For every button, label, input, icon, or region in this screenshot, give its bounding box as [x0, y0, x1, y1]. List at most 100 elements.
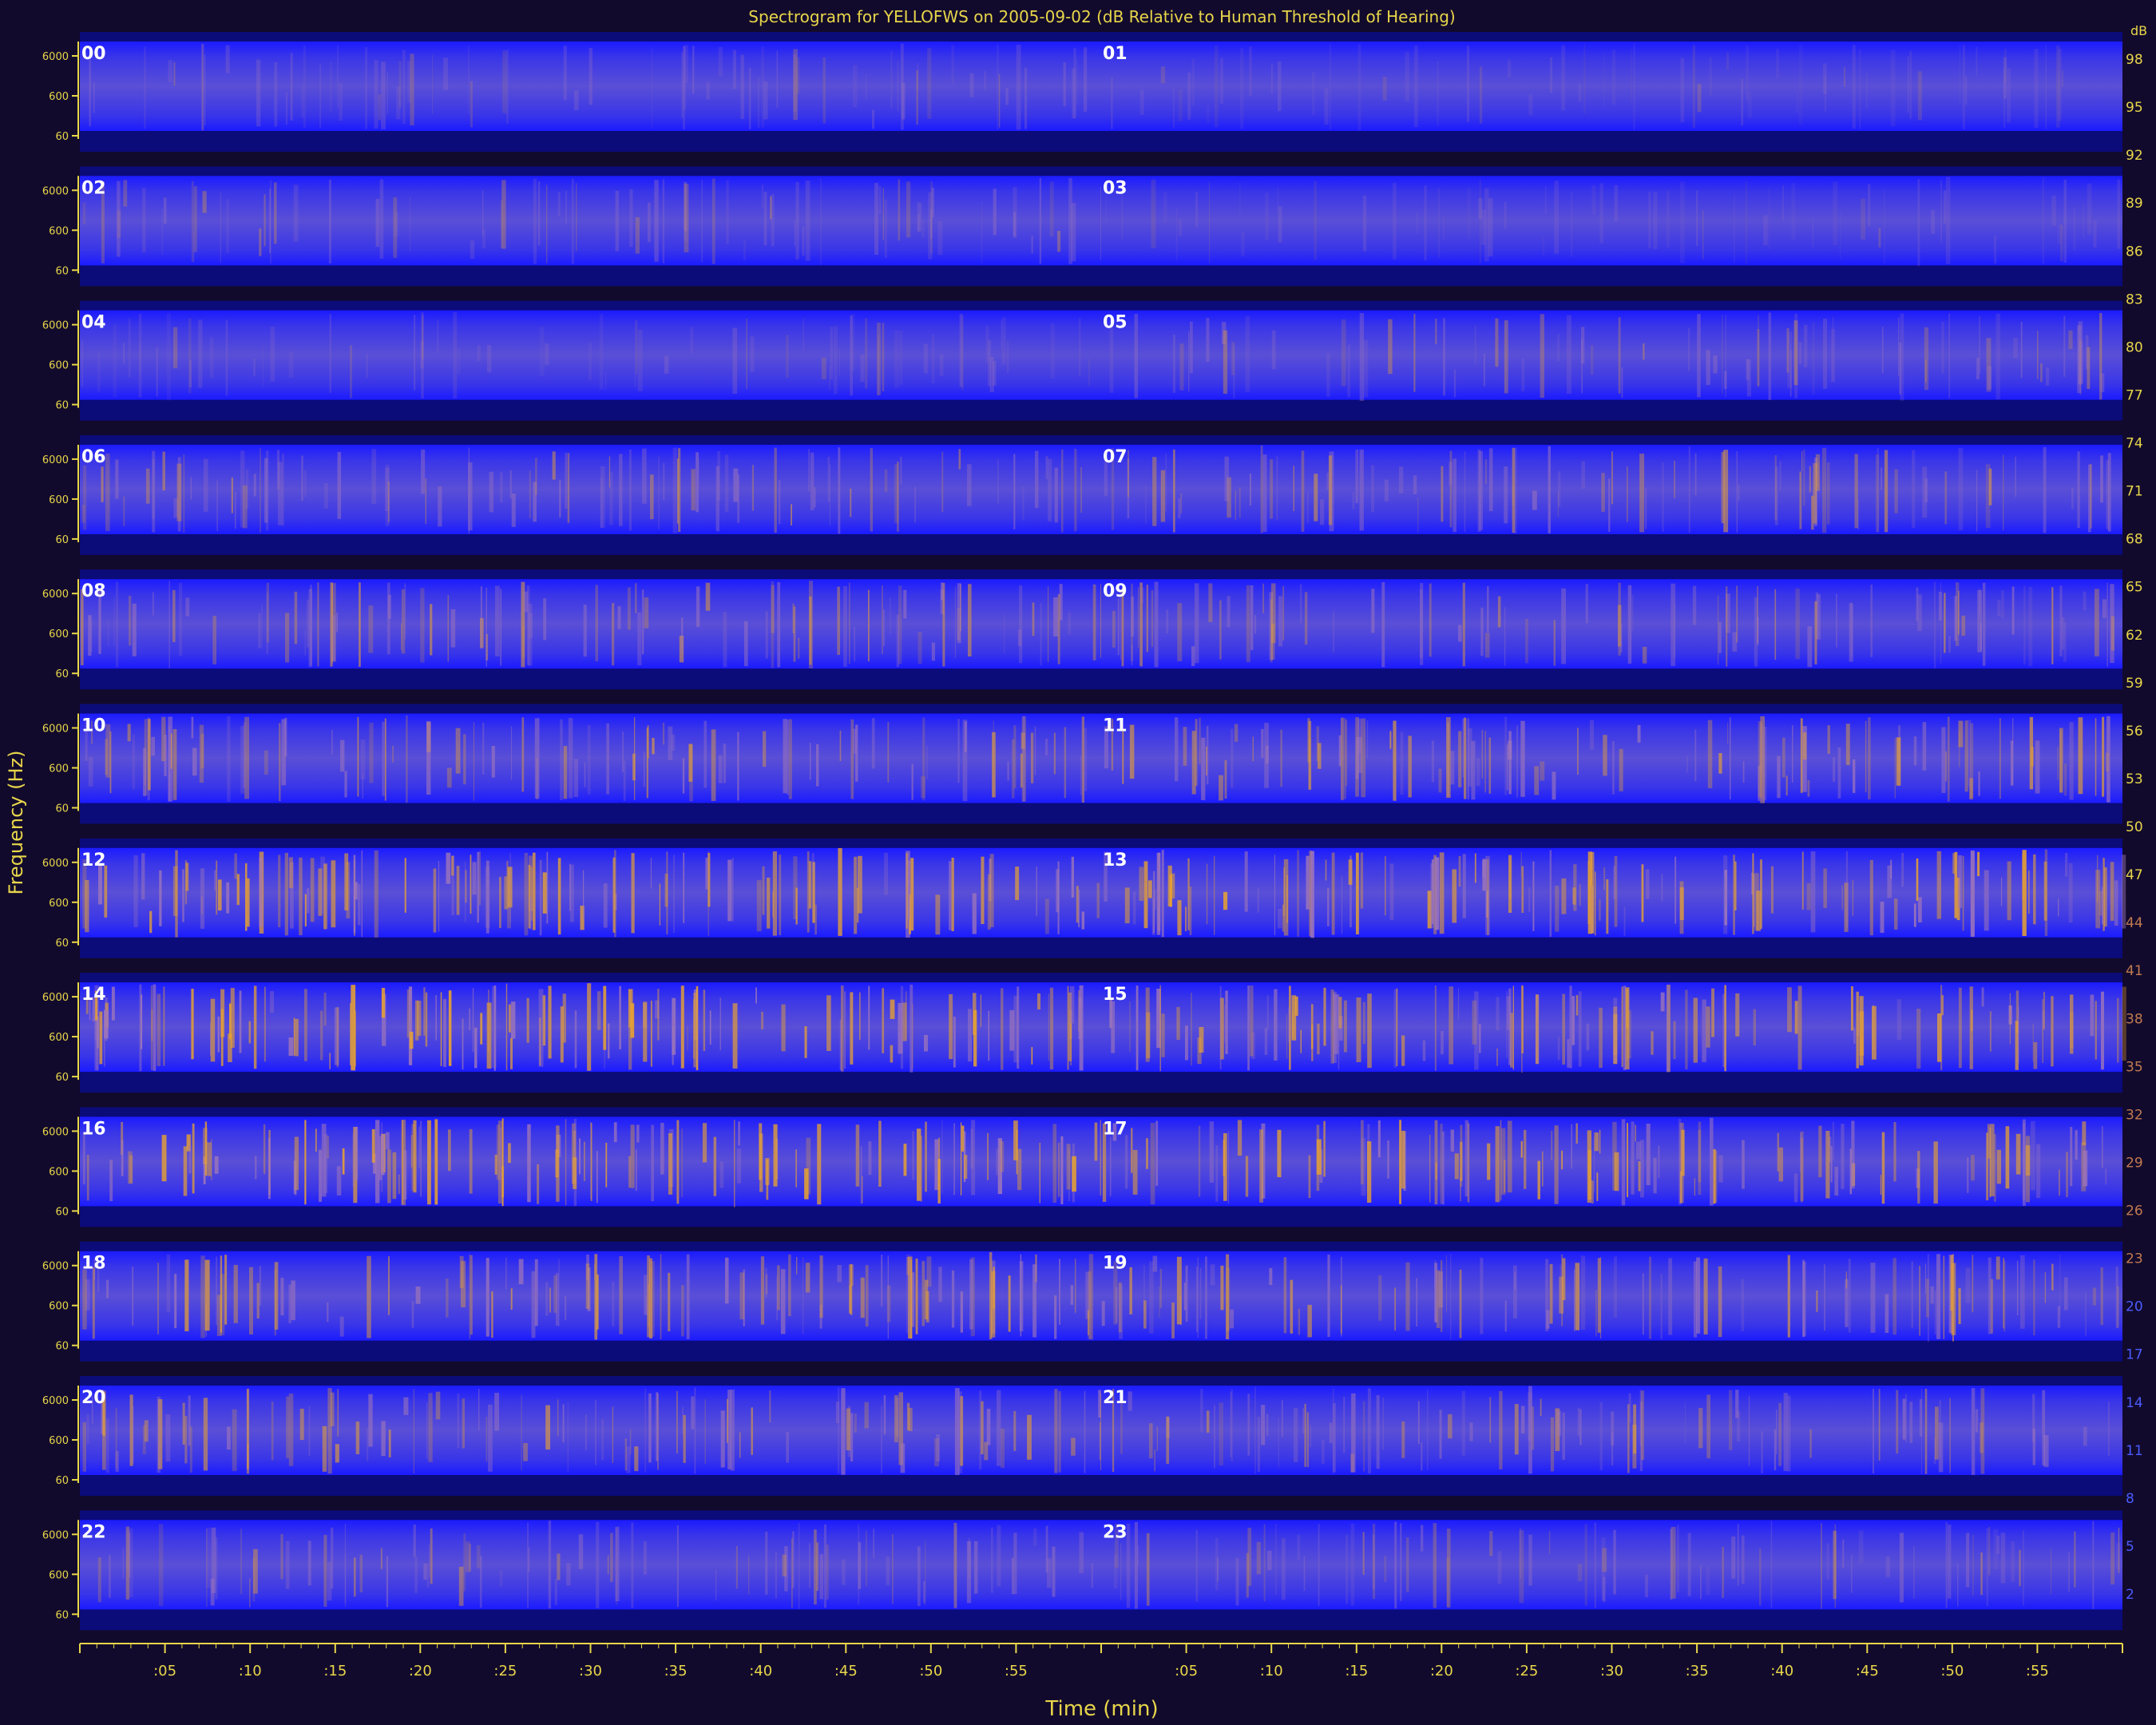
energy-streak: [85, 1279, 90, 1311]
energy-streak: [216, 860, 218, 915]
energy-streak: [201, 43, 204, 131]
energy-streak: [2044, 1272, 2046, 1303]
energy-streak: [280, 1533, 283, 1580]
energy-streak: [1958, 987, 1962, 1069]
energy-streak: [1068, 612, 1072, 635]
energy-streak: [1549, 1263, 1553, 1324]
energy-streak: [1224, 1005, 1227, 1043]
energy-streak: [2005, 1126, 2010, 1189]
energy-streak: [1954, 596, 1957, 641]
energy-streak: [1723, 450, 1729, 533]
colorbar-tick-label: 83: [2126, 291, 2143, 307]
energy-streak: [1496, 1048, 1498, 1066]
energy-streak: [1113, 1261, 1118, 1325]
energy-streak: [1741, 1535, 1745, 1584]
energy-streak: [1206, 863, 1208, 925]
energy-streak: [567, 453, 570, 523]
energy-streak: [243, 722, 246, 788]
energy-streak: [1825, 1131, 1830, 1199]
energy-streak: [778, 480, 781, 525]
energy-streak: [704, 1399, 706, 1465]
energy-streak: [1916, 1009, 1921, 1069]
energy-streak: [2022, 1119, 2026, 1206]
energy-streak: [651, 1124, 654, 1202]
energy-streak: [1013, 995, 1018, 1063]
energy-streak: [610, 1533, 613, 1582]
energy-streak: [1122, 729, 1124, 784]
energy-streak: [1795, 588, 1800, 660]
colorbar-tick-label: 26: [2126, 1204, 2143, 1219]
energy-streak: [837, 1387, 840, 1474]
energy-streak: [1638, 1161, 1641, 1192]
energy-streak: [382, 993, 386, 1046]
energy-streak: [1858, 1530, 1864, 1564]
colorbar-tick-label: 71: [2126, 484, 2143, 500]
spectrogram-band: [1101, 310, 2122, 400]
energy-streak: [396, 86, 401, 120]
energy-streak: [527, 1522, 529, 1608]
energy-streak: [539, 327, 545, 376]
energy-streak: [175, 850, 178, 938]
energy-streak: [1166, 1416, 1169, 1464]
energy-streak: [579, 1138, 581, 1175]
energy-streak: [1531, 1406, 1534, 1450]
energy-streak: [1528, 93, 1533, 116]
energy-streak: [260, 448, 261, 533]
energy-streak: [2077, 325, 2082, 394]
energy-streak: [174, 1274, 177, 1329]
energy-streak: [1120, 592, 1122, 660]
energy-streak: [1519, 1529, 1524, 1604]
energy-streak: [680, 985, 684, 1069]
energy-streak: [1197, 1257, 1199, 1338]
energy-streak: [1156, 1426, 1158, 1452]
energy-streak: [1793, 320, 1798, 386]
energy-streak: [1152, 457, 1157, 526]
energy-streak: [760, 1256, 765, 1325]
energy-streak: [1504, 466, 1508, 524]
energy-streak: [1119, 1284, 1124, 1339]
energy-streak: [668, 1272, 671, 1331]
energy-streak: [284, 852, 288, 936]
energy-streak: [1250, 1032, 1255, 1059]
energy-streak: [1020, 1254, 1022, 1337]
energy-streak: [344, 771, 347, 798]
energy-streak: [2083, 591, 2087, 610]
energy-streak: [303, 45, 307, 129]
energy-streak: [1431, 740, 1434, 783]
energy-streak: [865, 1265, 869, 1327]
energy-streak: [1528, 886, 1531, 912]
energy-streak: [1924, 478, 1928, 502]
energy-streak: [1382, 1397, 1385, 1450]
colorbar-tick-labels: dB98959289868380777471686562595653504744…: [2126, 23, 2147, 1603]
energy-streak: [203, 458, 208, 512]
energy-streak: [1154, 581, 1159, 668]
hour-label: 22: [81, 1522, 106, 1542]
x-tick-label: :20: [409, 1663, 432, 1679]
energy-streak: [1768, 312, 1772, 400]
energy-streak: [1487, 586, 1489, 633]
energy-streak: [1760, 716, 1766, 803]
energy-streak: [200, 896, 203, 915]
energy-streak: [1528, 1386, 1532, 1474]
energy-streak: [1449, 450, 1453, 528]
energy-streak: [2083, 1150, 2088, 1187]
energy-streak: [1981, 987, 1984, 1007]
energy-streak: [584, 762, 586, 787]
energy-streak: [2015, 1133, 2021, 1175]
energy-streak: [2032, 1428, 2035, 1465]
energy-streak: [940, 589, 945, 615]
energy-streak: [479, 1556, 482, 1608]
energy-streak: [896, 614, 900, 667]
energy-streak: [587, 983, 592, 1071]
energy-streak: [917, 1546, 921, 1606]
energy-streak: [733, 468, 739, 502]
energy-streak: [1244, 851, 1248, 912]
energy-streak: [549, 1287, 551, 1313]
energy-streak: [723, 744, 727, 783]
energy-streak: [812, 862, 815, 923]
energy-streak: [307, 599, 310, 648]
energy-streak: [911, 763, 914, 800]
energy-streak: [1286, 1013, 1288, 1059]
energy-streak: [2031, 1120, 2035, 1191]
energy-streak: [1319, 499, 1325, 525]
